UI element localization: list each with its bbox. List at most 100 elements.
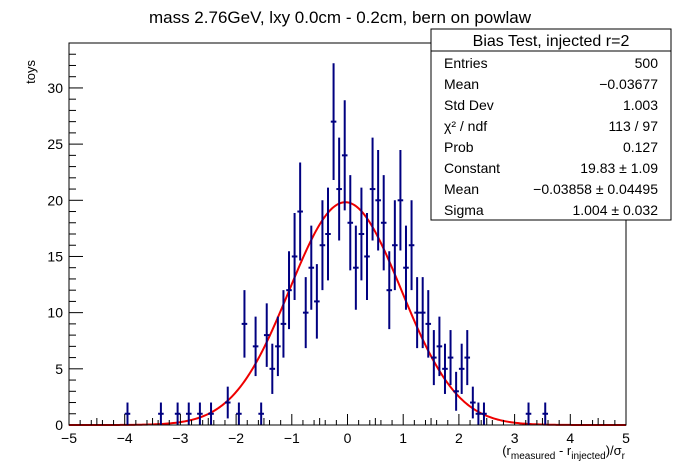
y-axis-title: toys — [23, 60, 38, 84]
data-point — [263, 303, 270, 367]
data-point — [442, 343, 448, 394]
data-point — [341, 100, 348, 211]
stats-value: −0.03677 — [599, 76, 658, 92]
x-tick-label: −5 — [61, 430, 77, 446]
stats-label: Std Dev — [444, 97, 494, 113]
data-point — [403, 225, 409, 310]
data-point — [408, 200, 415, 291]
data-point — [447, 330, 454, 386]
stats-value: 0.127 — [623, 139, 658, 155]
x-tick-label: −1 — [284, 430, 300, 446]
data-point — [124, 402, 131, 425]
data-point — [319, 200, 326, 291]
data-point — [525, 402, 532, 425]
data-point — [336, 137, 342, 241]
x-axis-title-sub: measured — [511, 451, 555, 462]
stats-rows: Entries 500 Mean −0.03677 Std Dev 1.003 χ² / n… — [444, 55, 658, 218]
gaussian-fit-curve — [69, 201, 626, 426]
stats-value: 1.003 — [623, 97, 658, 113]
data-point — [347, 175, 354, 271]
data-point — [425, 290, 432, 358]
x-tick-label: 0 — [344, 430, 352, 446]
stats-label: Entries — [444, 55, 488, 71]
data-point — [197, 402, 203, 425]
y-tick-label: 15 — [47, 248, 63, 264]
x-axis-title-sub: r — [622, 451, 626, 462]
x-axis-title: (rmeasured - rinjected)/σr — [502, 443, 625, 462]
x-tick-label: 3 — [511, 430, 519, 446]
y-tick-label: 10 — [47, 305, 63, 321]
x-tick-label: 1 — [399, 430, 407, 446]
data-point — [174, 402, 181, 425]
y-tick-label: 0 — [55, 417, 63, 433]
data-point — [470, 386, 476, 419]
axes-layer: −5 −4 −3 −2 −1 0 1 2 3 4 5 0 5 10 15 20 25 30 — [47, 53, 630, 446]
data-point — [236, 402, 242, 425]
x-tick-label: −2 — [228, 430, 244, 446]
data-point — [392, 200, 398, 291]
data-point — [431, 330, 437, 386]
data-point — [464, 330, 471, 386]
data-point — [458, 343, 465, 394]
data-point — [308, 225, 315, 310]
data-point — [258, 402, 264, 425]
data-point — [269, 343, 276, 394]
x-tick-label: 5 — [622, 430, 630, 446]
data-point — [364, 212, 370, 300]
stats-box-title: Bias Test, injected r=2 — [473, 33, 630, 50]
data-point — [481, 402, 487, 425]
chart-title: mass 2.76GeV, lxy 0.0cm - 0.2cm, bern on… — [149, 8, 532, 27]
data-point — [291, 212, 298, 300]
data-point — [542, 402, 549, 425]
data-point — [453, 371, 459, 411]
stats-label: χ² / ndf — [444, 118, 487, 134]
data-point — [375, 150, 381, 251]
data-point — [241, 290, 248, 358]
stats-box: Bias Test, injected r=2 Entries 500 Mean −0… — [430, 28, 672, 221]
stats-value: 500 — [635, 55, 659, 71]
data-point — [314, 264, 320, 339]
data-points-layer — [124, 63, 549, 425]
x-axis-title-part: - r — [555, 443, 572, 458]
x-axis-title-part: )/σ — [606, 443, 622, 458]
y-tick-label: 20 — [47, 192, 63, 208]
stats-label: Prob — [444, 139, 474, 155]
y-tick-label: 30 — [47, 80, 63, 96]
y-tick-label: 5 — [55, 361, 63, 377]
stats-box-frame — [430, 28, 672, 221]
stats-label: Sigma — [444, 202, 484, 218]
data-point — [369, 137, 376, 241]
data-point — [353, 225, 359, 310]
data-point — [436, 316, 443, 377]
fit-curve-layer — [69, 201, 626, 426]
stats-value: 19.83 ± 1.09 — [580, 160, 658, 176]
stats-value: −0.03858 ± 0.04495 — [533, 181, 658, 197]
data-point — [185, 402, 192, 425]
data-point — [252, 316, 259, 377]
data-point — [386, 251, 393, 330]
data-point — [414, 277, 420, 349]
data-point — [280, 290, 287, 358]
stats-label: Mean — [444, 181, 479, 197]
data-point — [158, 402, 164, 425]
data-point — [275, 316, 281, 377]
x-tick-label: 2 — [455, 430, 463, 446]
stats-value: 1.004 ± 0.032 — [572, 202, 658, 218]
y-tick-label: 25 — [47, 136, 63, 152]
x-axis-title-sub: injected — [571, 451, 605, 462]
data-point — [419, 277, 426, 349]
data-point — [325, 187, 331, 281]
x-tick-label: 4 — [566, 430, 574, 446]
data-point — [380, 175, 387, 271]
data-point — [475, 402, 482, 425]
x-tick-label: −3 — [172, 430, 188, 446]
x-tick-label: −4 — [117, 430, 133, 446]
data-point — [224, 386, 231, 419]
data-point — [397, 150, 404, 251]
stats-label: Constant — [444, 160, 500, 176]
data-point — [330, 63, 337, 181]
stats-label: Mean — [444, 76, 479, 92]
data-point — [286, 251, 292, 330]
stats-value: 113 / 97 — [608, 118, 658, 134]
